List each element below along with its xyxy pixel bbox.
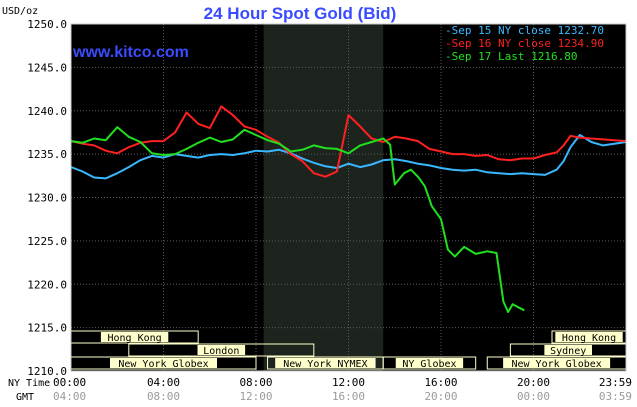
series-line-3 [70, 126, 525, 313]
gmt-row-label: GMT [16, 392, 34, 403]
ny-time-row-label: NY Time [8, 378, 50, 389]
market-session-label: New York NYMEX [283, 359, 367, 370]
x-tick-label-gmt: 08:00 [147, 390, 180, 403]
x-tick-label-gmt: 20:00 [424, 390, 457, 403]
market-label-bg [544, 345, 592, 355]
market-session-layer: Hong Kong London New York Globex New York N… [70, 330, 627, 370]
x-tick-label-gmt: 00:00 [517, 390, 550, 403]
chart-title: 24 Hour Spot Gold (Bid) [204, 4, 397, 23]
market-label-bg [197, 345, 246, 355]
y-tick-label: 1210.0 [27, 365, 67, 378]
market-session-label: London [203, 346, 239, 357]
x-tick-label-gmt: 04:00 [53, 390, 86, 403]
x-tick-label-gmt: 03:59 [599, 390, 632, 403]
market-label-bg [275, 358, 376, 368]
x-tick-label-ny: 20:00 [517, 376, 550, 389]
market-label-bg [395, 358, 464, 368]
market-session-label: New York Globex [118, 359, 208, 370]
market-label-bg [503, 358, 611, 368]
market-session-label: Hong Kong [108, 333, 162, 344]
market-session-label: Sydney [550, 346, 586, 357]
y-tick-label: 1245.0 [27, 61, 67, 74]
series-layer [70, 105, 627, 313]
x-tick-label-ny: 00:00 [53, 376, 86, 389]
y-tick-label: 1250.0 [27, 18, 67, 31]
market-label-bg [555, 332, 623, 342]
series-line-1 [70, 134, 627, 180]
x-tick-label-ny: 12:00 [332, 376, 365, 389]
x-tick-label-ny: 23:59 [599, 376, 632, 389]
y-tick-label: 1235.0 [27, 148, 67, 161]
y-tick-label: 1240.0 [27, 105, 67, 118]
watermark-text: www.kitco.com [72, 44, 189, 61]
market-label-bg [110, 358, 217, 368]
grid-layer [71, 24, 626, 371]
y-tick-label: 1220.0 [27, 278, 67, 291]
legend: -Sep 15 NY close 1232.70-Sep 16 NY close… [445, 24, 604, 63]
market-label-bg [100, 332, 169, 342]
series-line-2 [70, 105, 627, 178]
x-tick-label-ny: 08:00 [239, 376, 272, 389]
y-tick-label: 1215.0 [27, 322, 67, 335]
y-tick-label: 1225.0 [27, 235, 67, 248]
market-session-box [128, 343, 315, 357]
plot-border [70, 23, 627, 372]
x-tick-label-gmt: 16:00 [332, 390, 365, 403]
market-session-label: New York Globex [511, 359, 601, 370]
legend-entry: -Sep 16 NY close 1234.90 [445, 37, 604, 50]
timestamp-text: September 17, 2014 19:10 [443, 12, 602, 25]
x-tick-label-gmt: 12:00 [239, 390, 272, 403]
x-tick-label-ny: 04:00 [147, 376, 180, 389]
market-session-box [382, 356, 477, 370]
legend-entry: -Sep 17 Last 1216.80 [445, 50, 577, 63]
market-session-label: NY Globex [402, 359, 456, 370]
y-axis-ticks: 1250.0 1245.0 1240.0 1235.0 1230.0 1225.0 1220… [27, 18, 67, 378]
market-session-label: Hong Kong [562, 333, 616, 344]
x-tick-label-ny: 16:00 [424, 376, 457, 389]
x-axis-ticks: 00:0004:0004:0008:0008:0012:0012:0016:00… [53, 376, 632, 403]
y-tick-label: 1230.0 [27, 192, 67, 205]
y-axis-unit-label: USD/oz [2, 6, 38, 17]
legend-entry: -Sep 15 NY close 1232.70 [445, 24, 604, 37]
